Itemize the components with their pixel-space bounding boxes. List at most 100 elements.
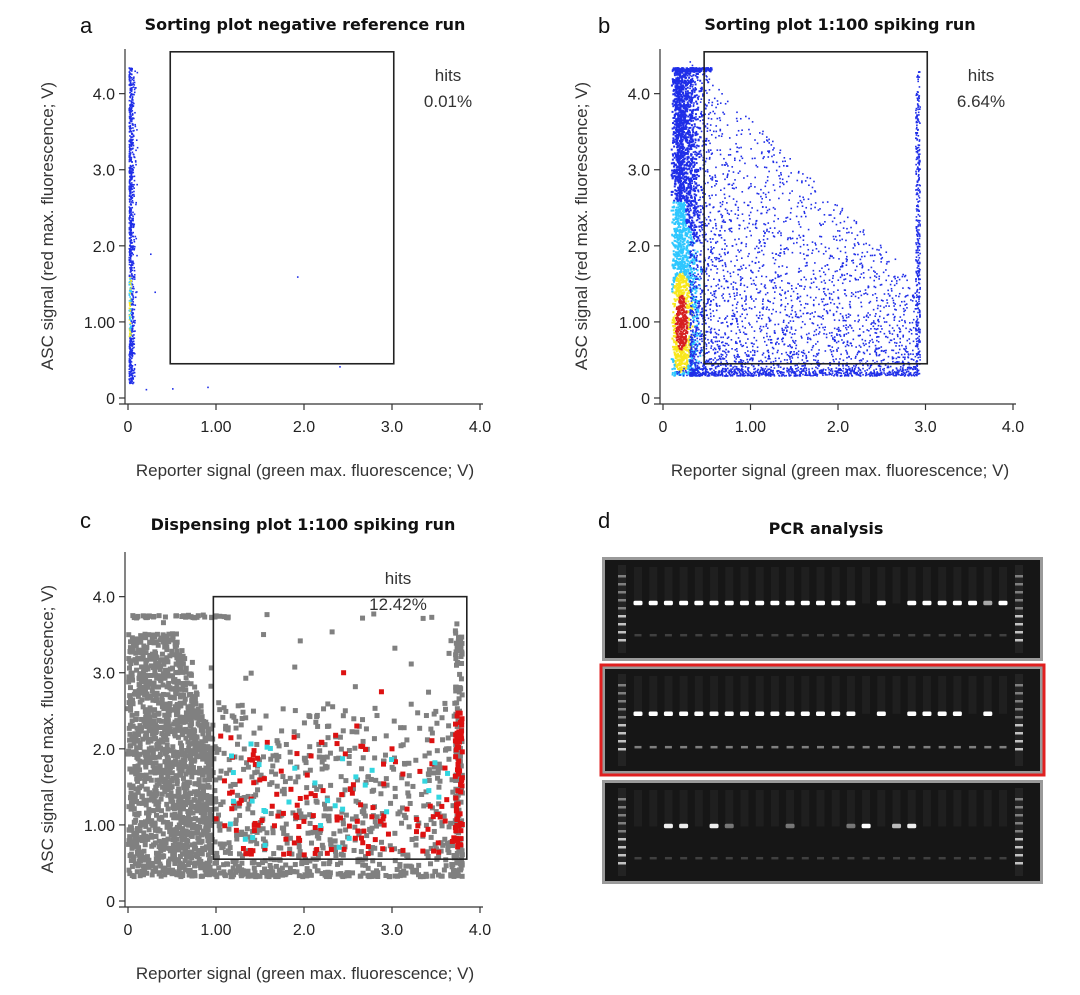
- event-point: [723, 252, 726, 254]
- event-point: [685, 119, 688, 122]
- event-point: [824, 220, 826, 223]
- event-point: [701, 308, 703, 310]
- event-point: [681, 109, 684, 112]
- event-point: [679, 128, 682, 131]
- event-point: [805, 278, 807, 281]
- event-point: [789, 236, 791, 239]
- event-point: [803, 276, 806, 279]
- event-point: [692, 140, 695, 143]
- event-point: [683, 106, 686, 109]
- event-point: [128, 67, 131, 70]
- event-point: [692, 367, 695, 370]
- event-point: [851, 344, 853, 347]
- event-point: [878, 320, 880, 323]
- event-point: [677, 108, 680, 111]
- event-point: [684, 80, 687, 83]
- event-point: [685, 126, 688, 129]
- event-point: [751, 342, 753, 345]
- event-point: [702, 206, 705, 209]
- event-point: [676, 366, 679, 369]
- event-point: [909, 342, 911, 345]
- event-point: [684, 92, 687, 95]
- event-point: [685, 195, 688, 198]
- event-point: [678, 197, 681, 200]
- event-point: [677, 153, 680, 156]
- event-point: [694, 285, 697, 288]
- event-point: [690, 89, 693, 92]
- event-point: [690, 177, 693, 180]
- event-point: [677, 265, 680, 268]
- event-point: [676, 73, 679, 76]
- event-point: [688, 96, 691, 99]
- event-point: [692, 267, 695, 270]
- event-point: [680, 75, 683, 78]
- event-point: [846, 272, 849, 275]
- event-point: [691, 289, 694, 292]
- event-point: [688, 352, 691, 355]
- event-point: [689, 109, 692, 112]
- event-point: [131, 309, 134, 311]
- event-point: [673, 364, 676, 367]
- event-point: [726, 375, 729, 377]
- event-point: [904, 321, 907, 324]
- event-point: [795, 313, 797, 316]
- event-point: [688, 252, 691, 255]
- event-point: [704, 305, 707, 308]
- event-point: [695, 346, 698, 349]
- event-point: [685, 259, 688, 262]
- event-point: [729, 148, 732, 151]
- event-point: [694, 113, 697, 116]
- event-point: [709, 211, 712, 214]
- event-point: [825, 250, 827, 253]
- event-point: [736, 323, 739, 325]
- event-point: [741, 374, 744, 377]
- event-point: [132, 330, 135, 333]
- event-point: [764, 193, 767, 196]
- event-point: [803, 306, 806, 309]
- event-point: [683, 195, 686, 198]
- event-point: [675, 316, 678, 319]
- event-point: [131, 350, 133, 353]
- event-point: [681, 183, 684, 186]
- event-point: [680, 363, 683, 366]
- event-point: [131, 222, 134, 225]
- event-point: [689, 339, 691, 341]
- event-point: [826, 264, 829, 266]
- event-point: [781, 265, 784, 267]
- event-point: [696, 209, 699, 212]
- event-point: [676, 192, 679, 195]
- event-point: [671, 127, 674, 130]
- event-point: [725, 373, 728, 376]
- event-point: [129, 240, 132, 242]
- event-point: [683, 153, 686, 156]
- event-point: [129, 252, 132, 255]
- event-point: [677, 345, 680, 348]
- event-point: [686, 172, 689, 175]
- event-point: [750, 295, 752, 298]
- event-point: [688, 343, 691, 346]
- event-point: [726, 100, 729, 103]
- event-point: [688, 215, 691, 218]
- event-point: [785, 324, 788, 327]
- event-point: [132, 245, 134, 248]
- event-point: [747, 255, 749, 258]
- event-point: [679, 338, 682, 341]
- event-point: [691, 139, 694, 142]
- event-point: [674, 246, 677, 249]
- event-point: [885, 251, 888, 254]
- event-point: [129, 338, 132, 340]
- event-point: [677, 264, 680, 267]
- event-point: [130, 363, 132, 366]
- event-point: [679, 75, 682, 78]
- event-point: [680, 135, 683, 138]
- event-point: [704, 182, 706, 185]
- event-point: [890, 287, 893, 290]
- event-point: [671, 102, 674, 105]
- event-point: [693, 143, 696, 146]
- event-point: [816, 361, 818, 364]
- event-point: [687, 341, 690, 344]
- event-point: [823, 308, 825, 311]
- event-point: [754, 367, 756, 370]
- event-point: [133, 91, 136, 94]
- event-point: [683, 247, 686, 250]
